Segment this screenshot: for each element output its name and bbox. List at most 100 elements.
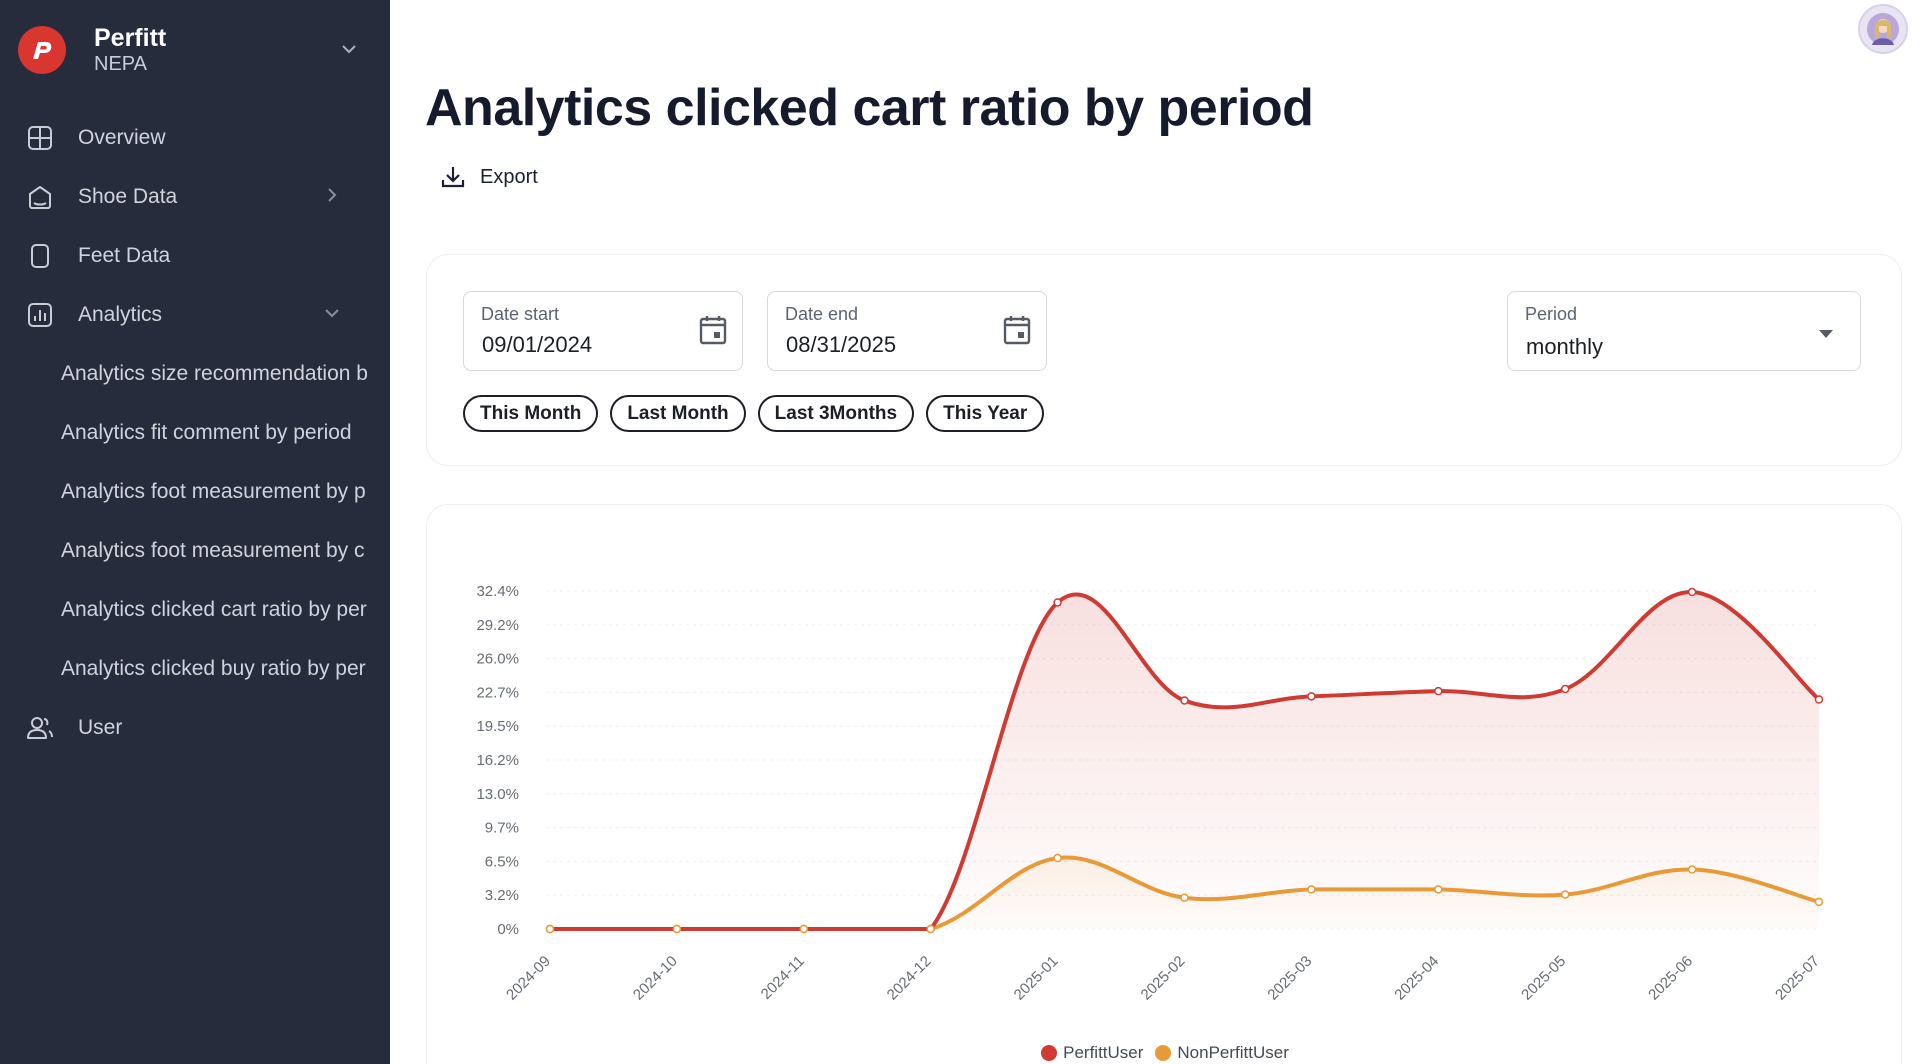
user-avatar[interactable] xyxy=(1858,4,1908,54)
sidebar-subitem-fit-comment[interactable]: Analytics fit comment by period xyxy=(61,420,352,444)
period-select[interactable]: Period monthly xyxy=(1507,291,1861,371)
chip-last-month[interactable]: Last Month xyxy=(610,395,746,432)
x-tick-label: 2025-07 xyxy=(1772,953,1823,1004)
x-tick-label: 2025-03 xyxy=(1264,953,1315,1004)
sidebar-item-label: Analytics xyxy=(78,302,163,326)
series-line-perfittuser xyxy=(548,590,1821,932)
grid-icon xyxy=(26,124,54,152)
date-end-field[interactable]: Date end 08/31/2025 xyxy=(767,291,1047,371)
legend-item-perfitt-user[interactable]: PerfittUser xyxy=(1041,1043,1143,1063)
brand-org: NEPA xyxy=(94,52,147,75)
date-end-value: 08/31/2025 xyxy=(786,332,897,357)
sidebar-item-analytics[interactable]: Analytics xyxy=(0,285,390,344)
main-content: Analytics clicked cart ratio by period E… xyxy=(390,0,1920,1064)
date-start-value: 09/01/2024 xyxy=(482,332,593,357)
period-label: Period xyxy=(1525,304,1578,324)
caret-down-icon xyxy=(1818,326,1834,344)
sidebar-nav: Overview Shoe Data Feet Data xyxy=(0,108,390,757)
sidebar-item-label: Overview xyxy=(78,125,166,149)
y-tick-label: 3.2% xyxy=(485,887,519,904)
legend-item-non-perfitt-user[interactable]: NonPerfittUser xyxy=(1155,1043,1289,1063)
y-tick-label: 26.0% xyxy=(476,651,519,668)
date-start-field[interactable]: Date start 09/01/2024 xyxy=(463,291,743,371)
download-icon xyxy=(441,167,465,188)
data-point xyxy=(1814,897,1824,907)
y-tick-label: 16.2% xyxy=(476,752,519,769)
sidebar-item-user[interactable]: User xyxy=(0,698,390,757)
export-button[interactable]: Export xyxy=(440,164,538,190)
x-tick-label: 2024-12 xyxy=(884,953,935,1004)
chevron-down-icon[interactable] xyxy=(340,40,358,63)
users-icon xyxy=(26,714,54,742)
date-end-label: Date end xyxy=(785,304,859,324)
chip-this-month[interactable]: This Month xyxy=(463,395,599,432)
data-point xyxy=(1434,885,1443,894)
y-tick-label: 6.5% xyxy=(485,853,519,870)
y-tick-label: 0% xyxy=(497,921,519,938)
page-title: Analytics clicked cart ratio by period xyxy=(425,79,1314,137)
perfitt-logo-icon xyxy=(18,26,66,74)
data-point xyxy=(1560,684,1570,694)
sidebar-subitem-clicked-cart-ratio[interactable]: Analytics clicked cart ratio by per xyxy=(61,597,367,621)
sidebar-subitem-size-recommendation[interactable]: Analytics size recommendation b xyxy=(61,361,368,385)
x-tick-label: 2025-01 xyxy=(1011,953,1062,1004)
legend-label: PerfittUser xyxy=(1063,1043,1144,1062)
chart-legend: PerfittUser NonPerfittUser xyxy=(427,1043,1903,1063)
sidebar-item-feet-data[interactable]: Feet Data xyxy=(0,226,390,285)
line-chart: 0% 3.2% 6.5% 9.7% 13.0% 16.2% 19.5% 22.7% 26.0% 2… xyxy=(476,583,1824,1004)
chip-last-3-months[interactable]: Last 3Months xyxy=(757,395,915,432)
quick-range-chips: This Month Last Month Last 3Months This … xyxy=(463,395,1045,432)
x-tick-label: 2025-04 xyxy=(1391,953,1442,1004)
data-point xyxy=(672,924,682,934)
x-tick-label: 2024-11 xyxy=(758,953,808,1003)
x-tick-label: 2025-06 xyxy=(1645,953,1696,1004)
brand-name: Perfitt xyxy=(94,24,167,53)
chip-this-year[interactable]: This Year xyxy=(926,395,1045,432)
y-tick-label: 32.4% xyxy=(476,583,519,600)
chart-panel: 0% 3.2% 6.5% 9.7% 13.0% 16.2% 19.5% 22.7% 26.0% 2… xyxy=(426,504,1902,1064)
sidebar-item-overview[interactable]: Overview xyxy=(0,108,390,167)
data-point xyxy=(1053,853,1062,863)
y-tick-label: 13.0% xyxy=(476,786,519,803)
x-tick-label: 2024-10 xyxy=(630,953,681,1004)
data-point xyxy=(1307,692,1316,701)
x-tick-label: 2025-02 xyxy=(1138,953,1189,1004)
calendar-icon[interactable] xyxy=(698,314,728,351)
brand-switcher[interactable]: Perfitt NEPA xyxy=(18,20,368,80)
sidebar-subitem-foot-measurement-c[interactable]: Analytics foot measurement by c xyxy=(61,538,365,562)
sidebar-subitem-clicked-buy-ratio[interactable]: Analytics clicked buy ratio by per xyxy=(61,656,366,680)
calendar-icon[interactable] xyxy=(1002,314,1032,351)
legend-swatch xyxy=(1155,1045,1172,1061)
data-point xyxy=(926,924,935,934)
shoe-icon xyxy=(26,183,54,211)
x-tick-label: 2025-05 xyxy=(1518,953,1569,1004)
data-point xyxy=(545,924,555,934)
series-area-perfittuser xyxy=(550,592,1819,929)
data-point xyxy=(1053,598,1062,607)
x-tick-label: 2024-09 xyxy=(503,953,554,1004)
bar-chart-icon xyxy=(26,301,54,329)
series-area-nonperfittuser xyxy=(550,857,1819,929)
sidebar-item-label: Feet Data xyxy=(78,243,171,267)
data-point xyxy=(799,924,809,934)
data-point xyxy=(1180,696,1189,705)
export-label: Export xyxy=(480,165,538,188)
y-tick-label: 9.7% xyxy=(485,820,519,837)
foot-icon xyxy=(26,242,54,270)
data-point xyxy=(1434,686,1443,696)
sidebar-item-shoe-data[interactable]: Shoe Data xyxy=(0,167,390,226)
filter-panel: Date start 09/01/2024 Date end 08/31/202… xyxy=(426,254,1902,466)
sidebar-item-label: User xyxy=(78,715,123,739)
y-tick-label: 19.5% xyxy=(476,718,519,735)
chevron-down-icon xyxy=(324,303,340,327)
data-point xyxy=(1687,865,1697,874)
sidebar: Perfitt NEPA Overview Shoe Data xyxy=(0,0,390,1064)
data-point xyxy=(1560,890,1570,899)
date-start-label: Date start xyxy=(481,304,560,324)
legend-swatch xyxy=(1041,1045,1058,1061)
period-value: monthly xyxy=(1526,334,1604,359)
data-point xyxy=(1180,893,1189,902)
legend-label: NonPerfittUser xyxy=(1177,1043,1289,1062)
sidebar-subitem-foot-measurement-period[interactable]: Analytics foot measurement by p xyxy=(61,479,366,503)
